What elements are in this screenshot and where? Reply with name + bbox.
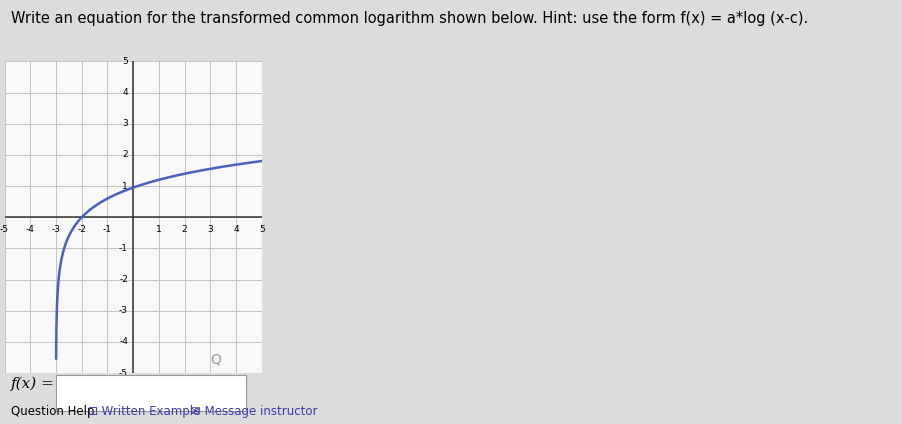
Text: 1: 1 (156, 225, 161, 234)
Text: 4: 4 (123, 88, 128, 97)
Text: -4: -4 (119, 338, 128, 346)
Text: ✉ Message instructor: ✉ Message instructor (191, 404, 318, 418)
Text: 4: 4 (233, 225, 239, 234)
Text: -2: -2 (78, 225, 86, 234)
Text: 5: 5 (122, 57, 128, 66)
Text: Question Help:: Question Help: (11, 404, 98, 418)
Text: f(x) =: f(x) = (11, 377, 55, 391)
Text: 2: 2 (123, 151, 128, 159)
Text: -3: -3 (51, 225, 60, 234)
Text: -3: -3 (119, 306, 128, 315)
Text: 1: 1 (122, 181, 128, 191)
Text: Q: Q (210, 353, 221, 367)
Text: -4: -4 (26, 225, 34, 234)
Text: -5: -5 (119, 368, 128, 378)
Text: ⊡ Written Example: ⊡ Written Example (87, 404, 199, 418)
Text: 3: 3 (122, 119, 128, 128)
Text: -1: -1 (119, 244, 128, 253)
Text: 5: 5 (259, 225, 264, 234)
Text: Write an equation for the transformed common logarithm shown below. Hint: use th: Write an equation for the transformed co… (11, 11, 807, 25)
Text: 2: 2 (181, 225, 188, 234)
Text: 3: 3 (207, 225, 213, 234)
Text: -5: -5 (0, 225, 9, 234)
Text: -1: -1 (103, 225, 112, 234)
Text: -2: -2 (119, 275, 128, 284)
